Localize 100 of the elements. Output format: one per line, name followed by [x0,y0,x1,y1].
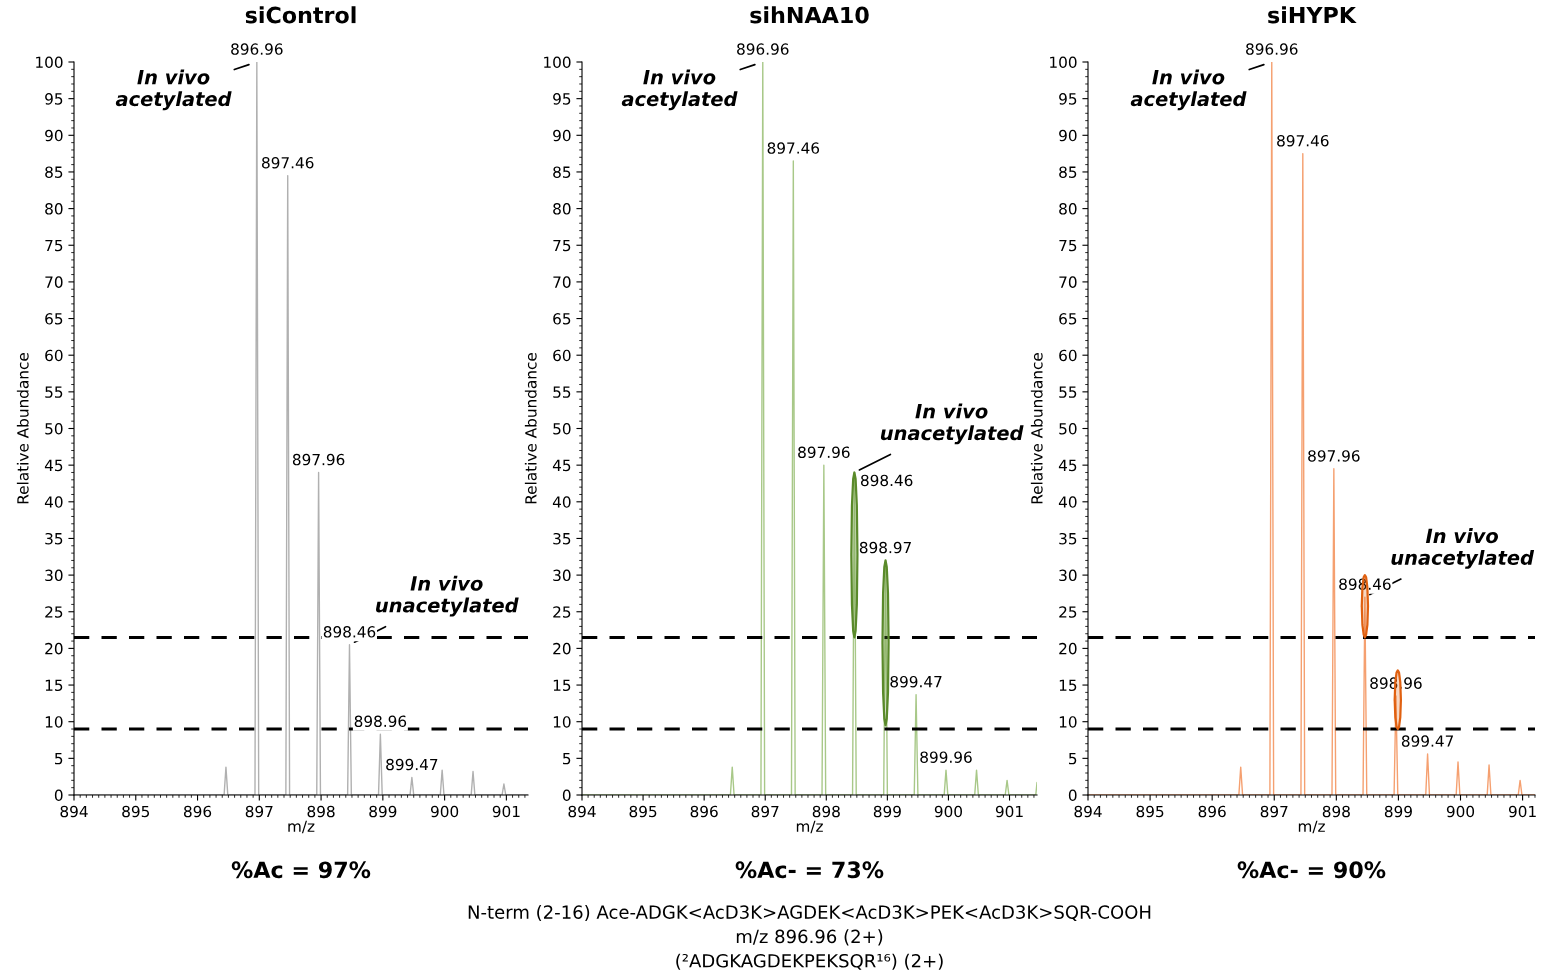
y-tick-label: 40 [44,496,63,508]
y-tick-label: 45 [552,459,571,472]
y-tick-label: 20 [553,642,571,655]
y-tick-label: 0 [562,789,571,802]
annotation: 898.97 [859,541,911,554]
x-tick-label: 898 [812,805,840,818]
y-tick-label: 95 [1059,93,1077,105]
y-tick-label: 30 [553,569,571,582]
y-axis-title: Relative Abundance [524,353,537,504]
y-tick-label: 25 [1059,606,1077,618]
annotation: 896.96 [737,43,789,55]
x-tick-label: 899 [1384,805,1412,818]
y-tick-label: 65 [1059,313,1077,325]
y-tick-label: 35 [45,532,63,545]
x-tick-label: 901 [1508,805,1536,818]
x-tick-label: 897 [1260,805,1288,818]
y-tick-label: 40 [552,496,571,508]
x-tick-label: 900 [430,805,459,818]
annotation: 899.96 [920,751,972,763]
annotation: 896.96 [231,43,283,55]
x-axis-title: m/z [288,820,315,834]
chart-title: siControl [245,6,356,24]
y-tick-label: 80 [553,203,571,215]
y-tick-label: 95 [553,93,571,105]
y-tick-label: 75 [45,239,63,252]
y-axis-title: Relative Abundance [1030,353,1043,504]
y-tick-label: 50 [45,422,63,435]
y-tick-label: 55 [553,386,571,398]
annotation: 899.47 [890,675,942,688]
y-tick-label: 15 [45,679,63,692]
chart-title: sihNAA10 [750,6,869,24]
x-tick-label: 901 [492,805,520,818]
y-tick-label: 20 [1059,642,1077,655]
y-tick-label: 85 [45,166,63,178]
y-tick-label: 15 [553,679,571,692]
y-axis-title: Relative Abundance [16,353,29,504]
text: %Ac- = 90% [1237,861,1386,879]
annotation: In vivo unacetylated [1391,528,1535,569]
x-tick-label: 900 [1446,805,1475,818]
y-tick-label: 70 [1059,276,1077,288]
y-tick-label: 75 [553,239,571,252]
y-tick-label: 15 [1059,679,1077,692]
y-tick-label: 5 [563,753,571,765]
y-tick-label: 90 [553,129,571,142]
annotation: 897.96 [798,446,850,459]
y-tick-label: 45 [1058,459,1077,472]
y-tick-label: 10 [1059,716,1077,728]
y-tick-label: 5 [1069,753,1077,765]
x-tick-label: 894 [1074,805,1102,818]
y-tick-label: 80 [45,203,63,215]
y-tick-label: 55 [1059,386,1077,398]
y-tick-label: 85 [553,166,571,178]
x-tick-label: 897 [751,805,779,818]
text: %Ac = 97% [231,861,371,879]
y-tick-label: 60 [1059,349,1077,362]
text: N-term (2-16) Ace-ADGK<AcD3K>AGDEK<AcD3K>PEK<AcD3K>SQR-COOH m/z 896.96 (2+) (²ADGKAGDEKPEKSQR¹⁶) (2+) [468,904,1151,970]
y-tick-label: 0 [54,789,63,802]
x-tick-label: 894 [60,805,88,818]
annotation: 897.46 [262,156,314,169]
y-tick-label: 100 [36,56,63,69]
x-tick-label: 899 [873,805,901,818]
y-tick-label: 35 [1059,532,1077,545]
y-tick-label: 60 [553,349,571,362]
y-tick-label: 90 [45,129,63,142]
y-tick-label: 40 [1058,496,1077,508]
annotation: In vivo unacetylated [376,575,519,617]
x-tick-label: 899 [369,805,397,818]
x-axis-title: m/z [796,820,823,834]
x-tick-label: 895 [1136,805,1164,818]
x-tick-label: 895 [122,805,150,818]
y-tick-label: 65 [553,313,571,325]
annotation: 897.46 [1277,134,1329,147]
chart-title: siHYPK [1268,6,1357,24]
y-tick-label: 35 [553,532,571,545]
y-tick-label: 75 [1059,239,1077,252]
annotation: In vivo unacetylated [880,403,1024,445]
annotation: 897.96 [292,453,345,466]
y-tick-label: 85 [1059,166,1077,178]
x-tick-label: 896 [1198,805,1226,818]
y-tick-label: 5 [55,753,63,765]
y-tick-label: 90 [1059,129,1077,142]
x-tick-label: 898 [307,805,335,818]
y-tick-label: 30 [45,569,63,582]
x-axis-title: m/z [1298,820,1325,834]
annotation: In vivo acetylated [115,69,232,111]
x-tick-label: 896 [183,805,212,818]
y-tick-label: 55 [45,386,63,398]
y-tick-label: 100 [1050,56,1077,69]
y-tick-label: 70 [45,276,63,288]
annotation: In vivo acetylated [1130,69,1247,111]
x-tick-label: 896 [690,805,718,818]
y-tick-label: 25 [553,606,571,618]
annotation: 897.46 [767,142,820,154]
y-tick-label: 0 [1068,789,1077,802]
y-tick-label: 20 [45,642,63,655]
annotation: 896.96 [1246,43,1298,55]
y-tick-label: 10 [45,716,63,728]
x-tick-label: 894 [568,805,596,818]
y-tick-label: 80 [1059,203,1077,215]
annotation: 898.46 [323,626,376,638]
